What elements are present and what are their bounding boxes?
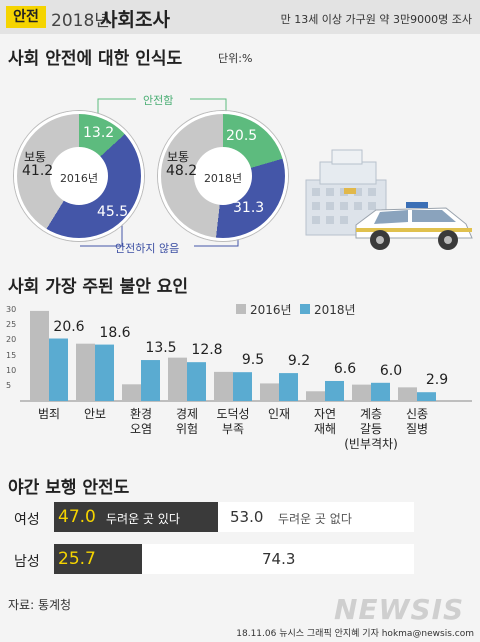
y-tick-label: 5 <box>6 380 12 390</box>
category-label: 자연 재해 <box>313 407 337 436</box>
category-tag: 안전 <box>6 6 46 28</box>
female-unsafe-text: 두려운 곳 있다 <box>106 512 180 526</box>
bar-2016년-5 <box>260 383 279 401</box>
male-label: 남성 <box>14 554 40 570</box>
bar-2016년-8 <box>398 387 417 401</box>
newsis-logo: NEWSIS <box>334 593 465 626</box>
category-label: 인재 <box>267 407 291 421</box>
bar-2016년-3 <box>168 357 187 401</box>
y-tick-label: 25 <box>6 320 17 330</box>
y-tick-label: 30 <box>6 305 17 314</box>
pie-2016-hole <box>50 147 108 205</box>
male-unsafe-bar <box>54 544 142 574</box>
pie-2016-normal-label: 보통 <box>24 150 47 164</box>
y-tick-label: 20 <box>6 335 17 345</box>
header-year: 2018년 <box>51 11 110 31</box>
bar-2018년-2 <box>141 360 160 401</box>
female-unsafe-value: 47.0 <box>58 507 96 527</box>
perception-unit: 단위:% <box>218 52 253 65</box>
anxiety-bar-chart <box>20 310 472 402</box>
bar-2016년-0 <box>30 310 49 401</box>
bar-2018년-8 <box>417 392 436 401</box>
bar-value-label: 9.5 <box>241 352 265 369</box>
header-title: 사회조사 <box>100 9 170 31</box>
legend-2018: 2018년 <box>314 303 356 317</box>
bar-value-label: 12.8 <box>191 342 223 359</box>
female-safe-value: 53.0 <box>230 508 264 526</box>
bar-2018년-0 <box>49 338 68 401</box>
bar-value-label: 6.6 <box>333 360 357 377</box>
female-unsafe-bar <box>54 502 218 532</box>
source-note: 자료: 통계청 <box>8 598 72 612</box>
bar-2018년-5 <box>279 373 298 401</box>
pie-2016-safe: 13.2 <box>83 125 115 141</box>
legend-2016-swatch <box>236 304 246 314</box>
bar-2016년-6 <box>306 391 325 401</box>
anxiety-title: 사회 가장 주된 불안 요인 <box>8 277 189 297</box>
pie-2018-hole <box>194 147 252 205</box>
pie-2016-year: 2016년 <box>59 172 99 185</box>
bar-value-label: 2.9 <box>425 372 449 389</box>
bar-value-label: 18.6 <box>99 324 131 341</box>
bar-2016년-4 <box>214 371 233 401</box>
building-police-car-illustration <box>305 149 473 250</box>
bar-2018년-3 <box>187 362 206 401</box>
pie-2016-unsafe: 45.5 <box>97 204 129 220</box>
pie-2016-normal: 41.2 <box>22 163 54 179</box>
bar-value-label: 9.2 <box>287 353 311 370</box>
pie-2018-normal: 48.2 <box>166 163 198 179</box>
pie-2018-year: 2018년 <box>203 172 243 185</box>
bar-value-label: 13.5 <box>145 340 177 357</box>
legend-2016: 2016년 <box>250 303 292 317</box>
female-safe-text: 두려운 곳 없다 <box>278 512 352 526</box>
bar-2018년-6 <box>325 380 344 401</box>
bar-2016년-7 <box>352 384 371 401</box>
bar-2018년-7 <box>371 382 390 401</box>
male-safe-bar <box>142 544 414 574</box>
perception-title: 사회 안전에 대한 인식도 <box>8 49 183 69</box>
credit-line: 18.11.06 뉴시스 그래픽 안지혜 기자 hokma@newsis.com <box>236 629 474 639</box>
header-note: 만 13세 이상 가구원 약 3만9000명 조사 <box>280 13 472 26</box>
bar-value-label: 6.0 <box>379 362 403 379</box>
bar-2016년-2 <box>122 384 141 401</box>
male-safe-value: 74.3 <box>262 550 296 568</box>
male-unsafe-value: 25.7 <box>58 549 96 569</box>
category-label: 신종 질병 <box>405 407 429 436</box>
female-safe-bar <box>218 502 414 532</box>
pie-2018-unsafe: 31.3 <box>233 200 265 216</box>
bar-value-label: 20.6 <box>53 318 85 335</box>
nightwalk-title: 야간 보행 안전도 <box>8 478 130 498</box>
y-tick-label: 15 <box>6 350 17 360</box>
callout-unsafe: 안전하지 않음 <box>115 242 180 255</box>
category-label: 안보 <box>83 407 107 421</box>
y-tick-label: 10 <box>6 365 17 375</box>
callout-safe: 안전함 <box>143 94 174 107</box>
category-label: 도덕성 부족 <box>216 407 250 436</box>
category-label: 범죄 <box>37 407 61 421</box>
bar-2016년-1 <box>76 343 95 401</box>
category-label: 경제 위험 <box>175 407 199 436</box>
legend-2018-swatch <box>300 304 310 314</box>
category-label: 계층 갈등 (빈부격차) <box>344 407 398 451</box>
header-bar: 안전 2018년 사회조사 만 13세 이상 가구원 약 3만9000명 조사 <box>0 0 480 34</box>
bar-2018년-4 <box>233 372 252 401</box>
pie-2018-safe: 20.5 <box>226 128 258 144</box>
bar-2018년-1 <box>95 344 114 401</box>
female-label: 여성 <box>14 512 40 528</box>
category-label: 환경 오염 <box>129 407 153 436</box>
pie-2018-normal-label: 보통 <box>167 150 190 164</box>
